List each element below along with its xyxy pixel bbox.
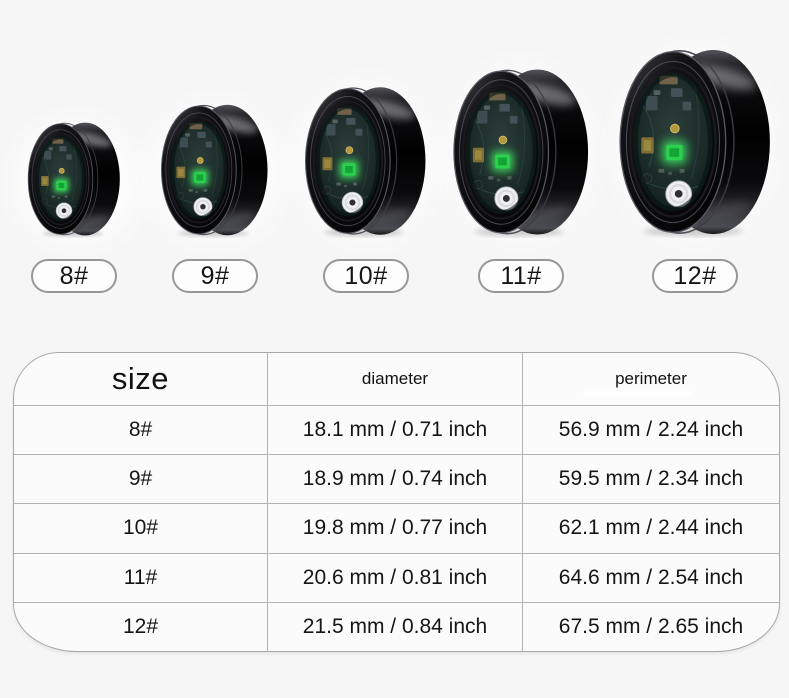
- table-cell: 18.9 mm / 0.74 inch: [267, 454, 522, 504]
- size-chart: size diameter perimeter 8# 18.1 mm / 0.7…: [13, 352, 780, 652]
- ring-size-badge: 9#: [172, 259, 258, 293]
- ring-size-label: 9#: [200, 261, 230, 290]
- ring-size-badge: 10#: [323, 259, 409, 293]
- table-cell: 19.8 mm / 0.77 inch: [267, 503, 522, 553]
- column-header-diameter: diameter: [267, 353, 522, 405]
- table-cell: 10#: [14, 503, 267, 552]
- table-cell: 62.1 mm / 2.44 inch: [522, 503, 779, 553]
- ring-size-label: 10#: [344, 261, 388, 290]
- smart-ring-image: [160, 102, 269, 238]
- smart-ring-image: [27, 120, 121, 238]
- ring-size-badge: 8#: [31, 259, 117, 293]
- table-cell: 11#: [14, 552, 267, 602]
- table-cell: 18.1 mm / 0.71 inch: [267, 405, 522, 455]
- smart-ring-image: [618, 46, 772, 238]
- ring-size-label: 11#: [500, 261, 542, 290]
- table-cell: 8#: [14, 405, 267, 454]
- table-cell: 21.5 mm / 0.84 inch: [267, 601, 522, 651]
- ring-size-label: 8#: [59, 261, 89, 290]
- ring-lineup: 8# 9# 10# 11# 12#: [0, 0, 789, 340]
- table-cell: 64.6 mm / 2.54 inch: [522, 552, 779, 602]
- ring-size-badge: 12#: [652, 259, 738, 293]
- size-table: size diameter perimeter 8# 18.1 mm / 0.7…: [14, 353, 779, 651]
- smart-ring-image: [304, 84, 427, 238]
- table-cell: 67.5 mm / 2.65 inch: [522, 601, 779, 651]
- table-cell: 12#: [14, 601, 267, 651]
- table-cell: 20.6 mm / 0.81 inch: [267, 552, 522, 602]
- table-cell: 59.5 mm / 2.34 inch: [522, 454, 779, 504]
- column-header-perimeter: perimeter: [522, 353, 779, 405]
- table-cell: 56.9 mm / 2.24 inch: [522, 405, 779, 455]
- table-cell: 9#: [14, 454, 267, 503]
- smart-ring-image: [452, 66, 590, 238]
- ring-size-badge: 11#: [478, 259, 564, 293]
- ring-size-label: 12#: [673, 261, 717, 290]
- column-header-size: size: [111, 361, 170, 396]
